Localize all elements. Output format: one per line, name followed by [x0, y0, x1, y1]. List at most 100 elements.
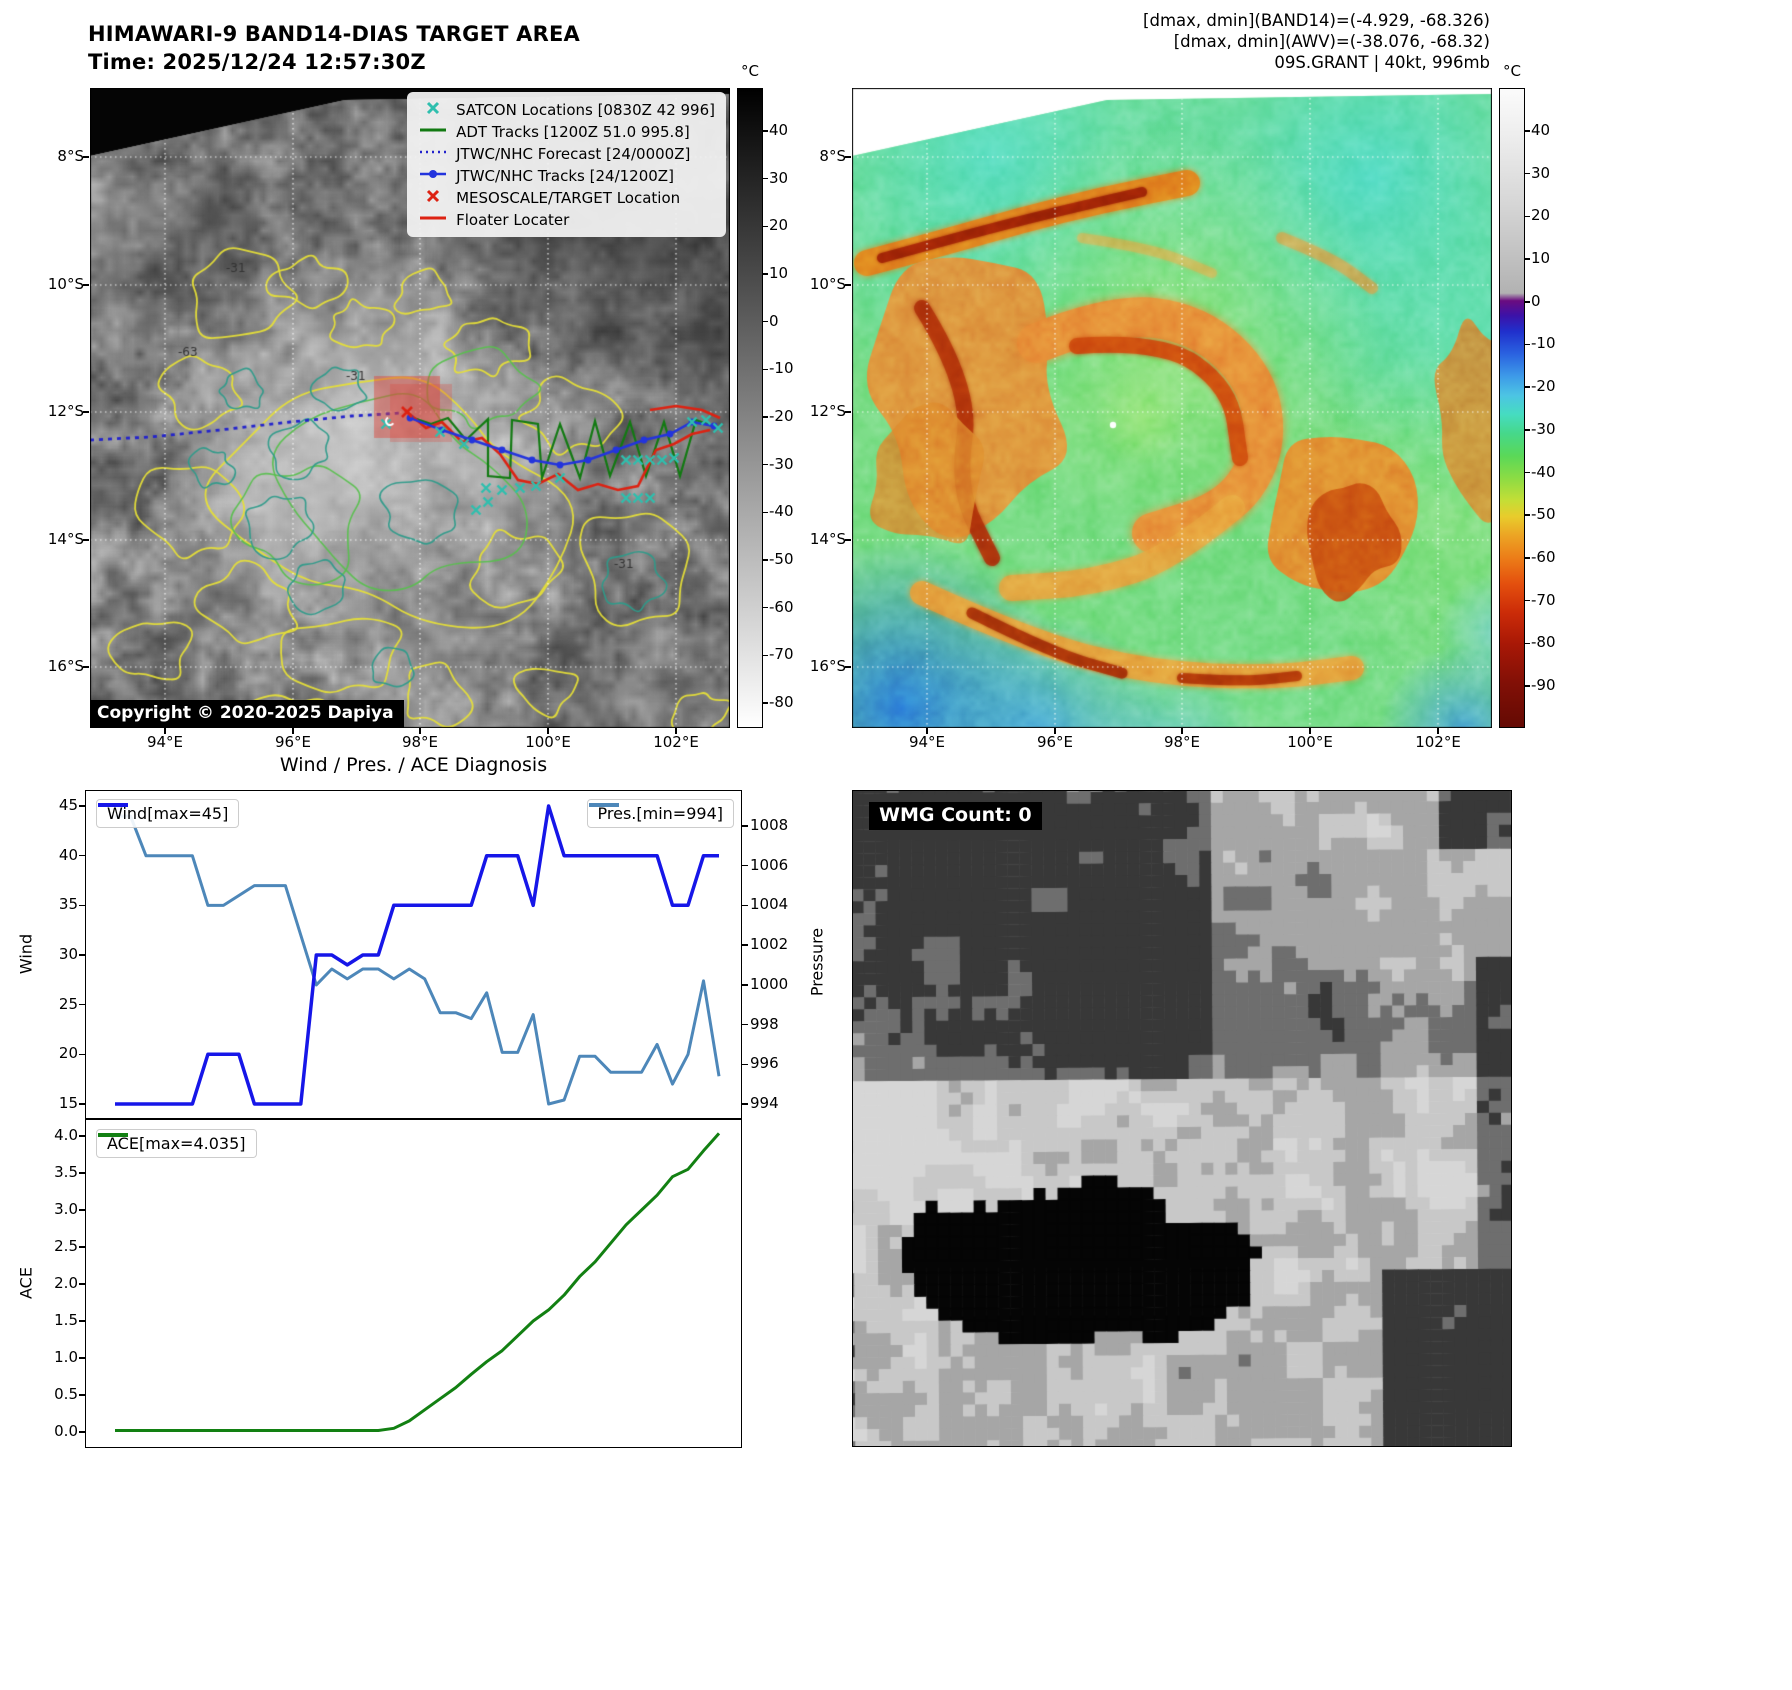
ace-axis-tick-label: 3.5: [54, 1163, 78, 1181]
pressure-axis-tick-label: 994: [750, 1094, 779, 1112]
wmg-count-label: WMG Count: 0: [869, 802, 1042, 830]
ir-colorbar-tick-label: -50: [769, 550, 794, 569]
ace-line: [115, 1132, 721, 1432]
wind-axis-tick-mark: [79, 854, 85, 857]
ir-panel-subtitle: Time: 2025/12/24 12:57:30Z: [88, 50, 426, 74]
ir-legend-item: Floater Locater: [418, 209, 715, 230]
awv-header-line-band14: [dmax, dmin](BAND14)=(-4.929, -68.326): [1143, 11, 1490, 30]
pressure-axis-tick-label: 996: [750, 1054, 779, 1073]
ir-lon-tick-mark: [675, 728, 677, 734]
awv-lat-tick-mark: [845, 284, 851, 286]
ir-colorbar-tick-mark: [763, 511, 768, 514]
awv-colorbar-tick-mark: [1525, 172, 1530, 175]
ace-chart: ACE[max=4.035]: [85, 1119, 742, 1448]
pressure-axis-tick-label: 1002: [750, 935, 789, 954]
awv-lat-tick-mark: [845, 666, 851, 668]
awv-colorbar-tick-mark: [1525, 130, 1530, 132]
ir-lon-tick-label: 94°E: [146, 733, 184, 751]
awv-colorbar-tick-label: -60: [1531, 547, 1556, 566]
ir-colorbar-tick-mark: [763, 463, 768, 466]
ir-colorbar-tick-mark: [763, 702, 768, 704]
ir-legend-item: MESOSCALE/TARGET Location: [418, 187, 715, 208]
wind-line: [115, 804, 719, 1106]
dotted-marker-icon: [418, 144, 448, 164]
ir-legend-label: JTWC/NHC Forecast [24/0000Z]: [456, 144, 691, 163]
ir-colorbar-tick-label: -10: [769, 359, 794, 378]
awv-header-line-storm: 09S.GRANT | 40kt, 996mb: [1274, 53, 1490, 72]
ace-axis-tick-label: 0.5: [54, 1385, 78, 1403]
pressure-axis-tick-label: 1000: [750, 974, 789, 993]
ir-colorbar-tick-label: 20: [769, 216, 789, 235]
ir-legend-label: Floater Locater: [456, 210, 570, 229]
awv-colorbar-tick-label: -40: [1531, 462, 1556, 481]
awv-colorbar-tick-label: -50: [1531, 505, 1556, 524]
ir-lat-tick-label: 12°S: [47, 402, 84, 420]
awv-colorbar-tick-label: -80: [1531, 633, 1556, 652]
awv-lat-tick-label: 12°S: [809, 402, 846, 420]
awv-color-map: [852, 88, 1492, 728]
awv-lat-tick-label: 14°S: [809, 530, 846, 548]
ir-panel-title: HIMAWARI-9 BAND14-DIAS TARGET AREA: [88, 22, 580, 46]
ir-lon-tick-mark: [419, 728, 421, 734]
wind-axis-tick-label: 45: [58, 796, 78, 814]
ir-colorbar-tick-label: 0: [769, 311, 779, 330]
ir-lon-tick-label: 102°E: [653, 733, 699, 751]
awv-lon-tick-mark: [1437, 728, 1439, 734]
wind-axis-tick-mark: [79, 954, 85, 956]
awv-colorbar-tick-label: 0: [1531, 291, 1541, 310]
ace-axis-tick-mark: [79, 1283, 85, 1285]
ir-lon-tick-label: 100°E: [525, 733, 571, 751]
ir-colorbar-tick-mark: [763, 130, 768, 132]
ir-lat-tick-mark: [83, 284, 89, 286]
awv-colorbar-tick-label: -90: [1531, 675, 1556, 694]
ir-satellite-map: SATCON Locations [0830Z 42 996] ADT Track…: [90, 88, 730, 728]
wind-legend: Wind[max=45]: [96, 799, 240, 828]
awv-colorbar-tick-mark: [1525, 557, 1530, 559]
ir-legend-label: JTWC/NHC Tracks [24/1200Z]: [456, 166, 674, 185]
awv-lon-tick-label: 98°E: [1163, 733, 1201, 751]
wind-axis-tick-label: 40: [58, 845, 78, 864]
ir-colorbar-tick-label: -30: [769, 454, 794, 473]
awv-lon-tick-label: 102°E: [1415, 733, 1461, 751]
ace-axis-tick-label: 0.0: [54, 1422, 78, 1440]
ir-lat-tick-mark: [83, 539, 89, 541]
awv-colorbar-tick-mark: [1525, 386, 1530, 388]
awv-colorbar-tick-label: 20: [1531, 206, 1551, 225]
ir-colorbar-tick-mark: [763, 559, 768, 561]
ir-colorbar-tick-mark: [763, 320, 768, 323]
wmg-pixel-image: [853, 791, 1511, 1446]
pressure-axis-tick-mark: [742, 904, 748, 907]
awv-lat-tick-mark: [845, 411, 851, 413]
line-marker-icon: [418, 210, 448, 230]
ir-lon-tick-label: 98°E: [401, 733, 439, 751]
pressure-axis-tick-label: 1006: [750, 855, 789, 874]
awv-lat-tick-label: 16°S: [809, 657, 846, 675]
ir-lon-tick-label: 96°E: [274, 733, 312, 751]
awv-lon-tick-mark: [1181, 728, 1183, 734]
pressure-axis-label: Pressure: [807, 927, 827, 997]
ir-lon-tick-mark: [164, 728, 166, 734]
ir-colorbar-tick-label: 10: [769, 264, 789, 282]
awv-colorbar-tick-mark: [1525, 301, 1530, 303]
ace-axis-tick-mark: [79, 1135, 85, 1137]
ir-legend-item: ADT Tracks [1200Z 51.0 995.8]: [418, 121, 715, 142]
ir-lat-tick-label: 10°S: [47, 275, 84, 293]
wind-axis-tick-label: 15: [58, 1094, 78, 1112]
awv-colorbar-tick-mark: [1525, 429, 1530, 431]
ace-axis-tick-label: 4.0: [54, 1126, 78, 1144]
legend-label: ACE[max=4.035]: [107, 1134, 246, 1153]
ir-lat-tick-mark: [83, 666, 89, 668]
pressure-axis-tick-label: 1008: [750, 816, 789, 834]
legend-label: Wind[max=45]: [107, 804, 229, 823]
awv-lat-tick-mark: [845, 156, 851, 158]
copyright-label: Copyright © 2020-2025 Dapiya: [90, 700, 404, 728]
ir-colorbar-tick-label: -80: [769, 693, 794, 712]
wind-axis-tick-label: 30: [58, 945, 78, 963]
pressure-axis-tick-mark: [742, 1063, 748, 1066]
wind-axis-tick-mark: [79, 1003, 85, 1006]
awv-colorbar: [1499, 88, 1525, 728]
ace-axis-tick-label: 2.0: [54, 1274, 78, 1292]
awv-colorbar-tick-mark: [1525, 642, 1530, 645]
ir-colorbar: [737, 88, 763, 728]
